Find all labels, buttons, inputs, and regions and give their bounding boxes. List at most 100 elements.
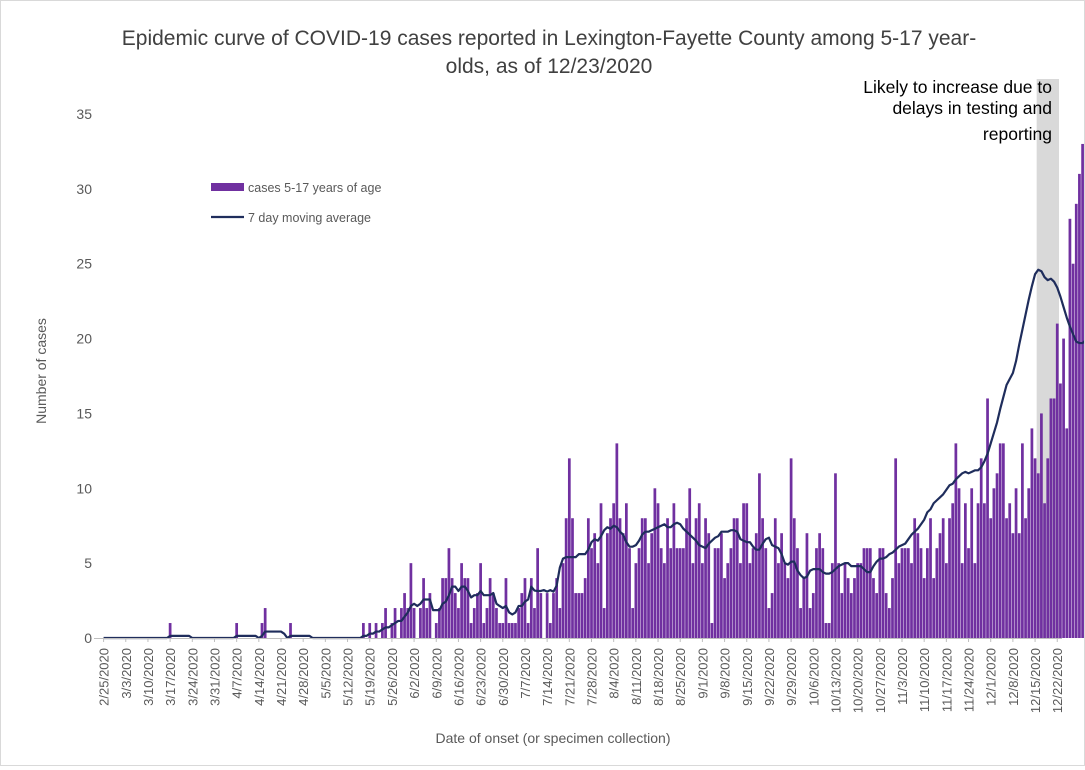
bar: [624, 503, 628, 638]
bar: [669, 548, 673, 638]
bar: [929, 518, 932, 638]
bar: [758, 473, 761, 638]
x-tick-label: 9/29/2020: [784, 648, 799, 706]
bar: [609, 518, 612, 638]
bar: [1052, 398, 1056, 638]
bar: [704, 518, 707, 638]
bar: [577, 593, 581, 638]
bar: [925, 548, 929, 638]
bar: [1068, 218, 1072, 639]
incomplete-data-annotation: Likely to increase due to delays in test…: [863, 77, 1052, 144]
bar: [1017, 533, 1021, 638]
x-tick-label: 6/9/2020: [429, 648, 444, 699]
y-axis-label: Number of cases: [33, 318, 49, 424]
x-tick-label: 3/3/2020: [119, 648, 134, 699]
bar: [995, 473, 999, 638]
bar: [786, 578, 790, 638]
x-tick-label: 11/10/2020: [917, 648, 932, 712]
bar: [479, 563, 482, 638]
x-axis-label: Date of onset (or specimen collection): [436, 730, 671, 746]
x-tick-label: 8/4/2020: [607, 648, 622, 699]
bar: [751, 548, 755, 638]
x-tick-label: 6/2/2020: [407, 648, 422, 699]
x-tick-label: 5/5/2020: [318, 648, 333, 699]
bar: [685, 518, 688, 638]
bar: [856, 563, 860, 638]
bar: [938, 533, 942, 638]
bar: [425, 608, 429, 638]
bar: [1049, 398, 1053, 638]
bar: [384, 608, 387, 638]
bar: [922, 578, 926, 638]
bar: [824, 623, 828, 638]
bar: [612, 503, 616, 638]
x-tick-label: 6/30/2020: [496, 648, 511, 706]
bar: [1024, 518, 1027, 638]
bar: [944, 563, 948, 638]
bar: [777, 563, 780, 638]
bar: [368, 623, 372, 638]
moving-average-line: [103, 268, 1085, 640]
bar: [422, 578, 425, 638]
y-tick-label: 0: [84, 630, 92, 646]
bar: [457, 608, 460, 638]
bar: [957, 488, 961, 638]
bar: [501, 623, 505, 638]
bar: [656, 503, 660, 638]
bar: [919, 548, 923, 638]
bar: [935, 548, 939, 638]
x-tick-label: 9/22/2020: [762, 648, 777, 706]
bar: [631, 608, 635, 638]
bar: [637, 548, 641, 638]
bar: [986, 398, 989, 638]
bar: [463, 578, 467, 638]
bar: [764, 548, 768, 638]
bar: [723, 578, 726, 638]
chart-title: Epidemic curve of COVID-19 cases reporte…: [122, 27, 976, 78]
x-tick-label: 6/23/2020: [474, 648, 489, 706]
bar: [412, 608, 416, 638]
bar: [1074, 203, 1078, 639]
bar: [1014, 488, 1018, 638]
bar: [1055, 323, 1059, 638]
bar: [666, 518, 669, 638]
bar: [529, 578, 533, 638]
x-tick-label: 11/17/2020: [939, 648, 954, 712]
bar: [906, 548, 910, 638]
bar: [811, 593, 815, 638]
bar: [548, 623, 552, 638]
bar: [868, 548, 872, 638]
bar: [808, 608, 812, 638]
bar: [672, 503, 676, 638]
bar: [783, 563, 787, 638]
bar: [1043, 503, 1046, 638]
bar: [428, 593, 432, 638]
x-tick-label: 6/16/2020: [451, 648, 466, 706]
annotation-line-3: reporting: [983, 124, 1052, 144]
bar: [821, 548, 825, 638]
bar: [602, 608, 606, 638]
chart-title-line-1: Epidemic curve of COVID-19 cases reporte…: [122, 27, 976, 50]
bar: [1046, 458, 1050, 638]
bar: [742, 503, 745, 638]
y-tick-label: 10: [76, 480, 92, 496]
bar: [1030, 428, 1034, 638]
bar: [830, 563, 834, 638]
x-tick-label: 10/20/2020: [851, 648, 866, 713]
bar: [745, 503, 749, 638]
bar: [520, 593, 524, 638]
bar: [976, 503, 980, 638]
bar: [960, 563, 964, 638]
x-axis: 2/25/2020 3/3/2020 3/10/2020 3/17/2020 3/24/…: [97, 638, 1065, 713]
bar: [754, 533, 758, 638]
bar: [644, 518, 647, 638]
bar: [891, 578, 894, 638]
bar: [694, 518, 698, 638]
x-tick-label: 12/1/2020: [984, 648, 999, 706]
bar-series-cases: [168, 143, 1085, 639]
bar: [843, 563, 847, 638]
bar: [770, 593, 774, 638]
bar: [697, 503, 701, 638]
bar: [441, 578, 444, 638]
x-tick-label: 4/7/2020: [230, 648, 245, 699]
